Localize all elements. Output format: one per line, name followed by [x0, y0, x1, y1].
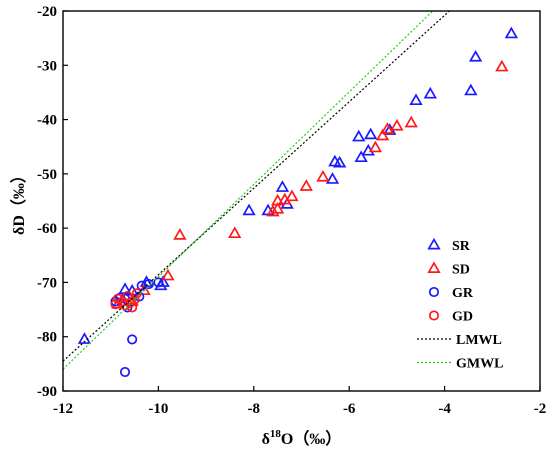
x-axis-label-base: δ — [262, 431, 270, 448]
plot-area — [63, 11, 519, 378]
y-tick-label: -20 — [37, 4, 57, 20]
sr-point — [423, 86, 437, 99]
sd-point — [299, 179, 313, 191]
sr-point — [364, 127, 378, 140]
y-tick-label: -80 — [37, 330, 57, 346]
sd-point — [316, 169, 330, 182]
lmwl-line — [63, 11, 450, 362]
legend-gd-marker — [428, 310, 440, 321]
sr-point — [242, 203, 256, 216]
legend-gmwl-label: GMWL — [456, 357, 503, 372]
sd-point — [270, 193, 285, 206]
sd-point — [495, 59, 509, 72]
sd-point — [266, 204, 280, 217]
sr-point — [354, 150, 368, 163]
y-axis-label: δD（‰） — [10, 167, 28, 235]
sd-point — [375, 128, 390, 141]
y-tick-label: -70 — [37, 275, 57, 291]
legend: SR SD GR GD LMWL GMWL — [417, 237, 503, 372]
sd-point — [161, 268, 175, 281]
gr-point — [153, 277, 164, 288]
x-tick-label: -6 — [343, 401, 356, 417]
legend-sd-marker — [427, 261, 441, 273]
sr-point — [325, 172, 340, 184]
legend-sd-label: SD — [452, 263, 470, 278]
sr-point — [409, 93, 423, 106]
x-axis-label-rest: O（‰） — [281, 430, 341, 448]
sr-point — [464, 83, 478, 96]
legend-gd-label: GD — [452, 310, 473, 325]
sr-point — [332, 155, 347, 168]
gmwl-line — [63, 11, 434, 370]
y-tick-label: -60 — [37, 221, 57, 237]
x-tick-label: -2 — [534, 401, 547, 417]
gr-point — [119, 366, 131, 378]
sr-point — [275, 180, 290, 192]
legend-gr-label: GR — [452, 286, 474, 301]
sr-point — [352, 129, 366, 142]
y-tick-label: -30 — [37, 58, 57, 74]
x-tick-label: -4 — [438, 401, 451, 417]
legend-sr-label: SR — [452, 239, 471, 254]
sd-point — [270, 201, 285, 214]
x-axis-label-sup: 18 — [270, 428, 282, 440]
sr-point — [156, 275, 170, 287]
sr-point — [468, 49, 483, 62]
sd-point — [228, 226, 242, 239]
sd-point — [368, 140, 383, 153]
sd-point — [285, 189, 299, 202]
legend-gr-marker — [428, 286, 440, 298]
plot-frame — [62, 10, 541, 392]
y-tick-label: -50 — [37, 167, 57, 183]
sd-point — [390, 118, 404, 131]
legend-lmwl-label: LMWL — [456, 333, 502, 348]
sr-point — [77, 332, 92, 344]
sd-point — [380, 122, 395, 134]
x-tick-label: -8 — [248, 401, 261, 417]
x-tick-label: -10 — [148, 401, 168, 417]
sr-point — [504, 26, 519, 39]
gr-point — [127, 334, 138, 345]
x-axis-label: δ18O（‰） — [262, 428, 342, 448]
y-tick-label: -90 — [37, 384, 57, 400]
legend-sr-marker — [427, 237, 441, 250]
x-tick-label: -12 — [53, 401, 73, 417]
sd-point — [404, 115, 418, 128]
axes: -12 -10 -8 -6 -4 -2 -90 -80 -70 -60 -50 -40 -30 -20 — [37, 4, 546, 417]
sd-point — [173, 228, 187, 240]
y-tick-label: -40 — [37, 113, 57, 129]
gr-point — [143, 279, 154, 290]
